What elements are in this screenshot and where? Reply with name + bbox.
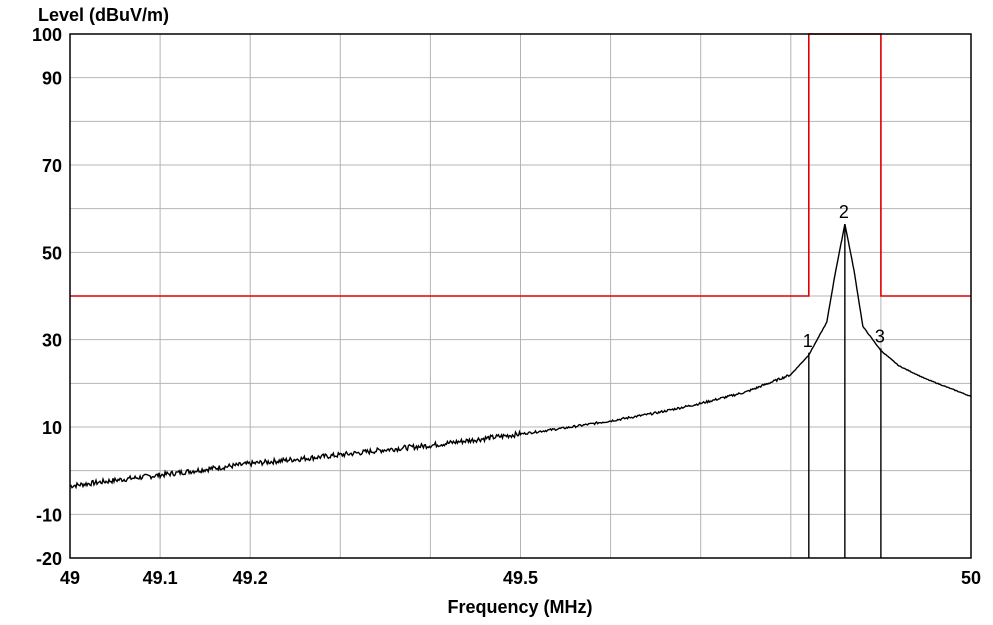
y-tick-label-3: 50 [42, 243, 62, 263]
x-tick-label-1: 49.1 [143, 568, 178, 588]
y-tick-label-7: -20 [36, 549, 62, 569]
x-tick-label-0: 49 [60, 568, 80, 588]
y-tick-label-1: 90 [42, 69, 62, 89]
x-tick-label-3: 49.5 [503, 568, 538, 588]
y-axis-title: Level (dBuV/m) [38, 5, 169, 25]
x-tick-label-2: 49.2 [233, 568, 268, 588]
y-tick-label-6: -10 [36, 505, 62, 525]
markers-layer: 1 2 3 [803, 202, 885, 558]
y-tick-label-4: 30 [42, 331, 62, 351]
y-tick-label-5: 10 [42, 418, 62, 438]
plot-frame [69, 33, 972, 559]
marker-label-1: 1 [803, 331, 813, 351]
marker-label-2: 2 [839, 202, 849, 222]
x-tick-labels: 49 49.1 49.2 49.5 50 [60, 568, 981, 588]
y-tick-label-0: 100 [32, 25, 62, 45]
y-tick-label-2: 70 [42, 156, 62, 176]
measured-trace [69, 223, 972, 490]
x-tick-label-4: 50 [961, 568, 981, 588]
x-axis-title: Frequency (MHz) [447, 597, 592, 617]
y-tick-labels: 100 90 70 50 30 10 -10 -20 [32, 25, 62, 569]
marker-label-3: 3 [875, 326, 885, 346]
